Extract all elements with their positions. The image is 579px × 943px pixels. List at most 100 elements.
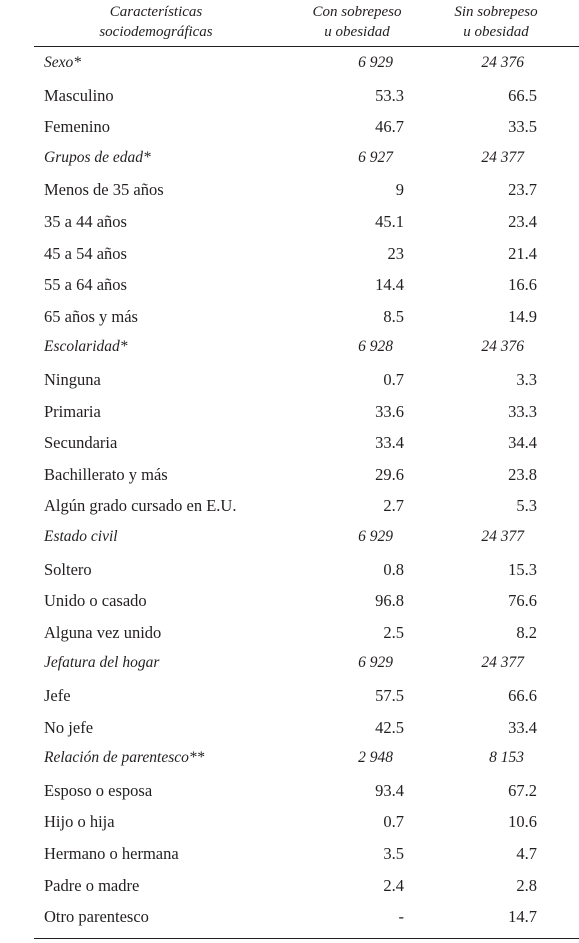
table-row: Soltero 0.8 15.3	[0, 555, 579, 587]
value-without-overweight: 23.7	[508, 180, 537, 200]
value-with-overweight: 96.8	[375, 591, 404, 611]
row-label: Masculino	[44, 85, 114, 105]
table-row: Unido o casado 96.8 76.6	[0, 586, 579, 618]
value-with-overweight: 8.5	[383, 306, 404, 326]
value-without-overweight: 21.4	[508, 243, 537, 263]
value-with-overweight: 42.5	[375, 717, 404, 737]
value-without-overweight: 10.6	[508, 812, 537, 832]
section-row: Relación de parentesco** 2 948 8 153	[0, 744, 579, 776]
table-row: Femenino 46.7 33.5	[0, 112, 579, 144]
value-with-overweight: 93.4	[375, 780, 404, 800]
row-label: Estado civil	[44, 528, 118, 545]
value-without-overweight: 3.3	[516, 370, 537, 389]
table-row: Menos de 35 años 9 23.7	[0, 175, 579, 207]
table-row: Padre o madre 2.4 2.8	[0, 871, 579, 903]
row-label: 35 a 44 años	[44, 212, 127, 231]
value-without-overweight: 33.3	[508, 401, 537, 421]
value-without-overweight: 76.6	[508, 591, 537, 611]
value-with-overweight: -	[398, 907, 405, 927]
header-characteristics: Características sociodemográficas	[99, 4, 213, 40]
value-without-overweight: 16.6	[508, 275, 537, 295]
value-without-overweight: 24 376	[481, 54, 524, 71]
value-without-overweight: 15.3	[508, 559, 537, 579]
row-label: Esposo o esposa	[44, 780, 153, 800]
table-row: 45 a 54 años 23 21.4	[0, 239, 579, 271]
row-label: Menos de 35 años	[44, 180, 164, 200]
value-with-overweight: 23	[387, 243, 405, 263]
table-row: Hermano o hermana 3.5 4.7	[0, 839, 579, 871]
row-label: Relación de parentesco**	[44, 749, 205, 767]
value-without-overweight: 23.8	[508, 464, 537, 484]
header-without-overweight: Sin sobrepeso u obesidad	[454, 4, 538, 40]
row-label: Hermano o hermana	[44, 844, 179, 863]
row-label: 55 a 64 años	[44, 275, 127, 295]
row-label: Soltero	[44, 559, 92, 579]
value-without-overweight: 33.4	[508, 717, 537, 737]
section-row: Sexo* 6 929 24 376	[0, 49, 579, 81]
row-label: Jefe	[44, 686, 71, 705]
table-row: Jefe 57.5 66.6	[0, 681, 579, 713]
value-without-overweight: 67.2	[508, 780, 537, 800]
table-header: Características sociodemográficas Con so…	[0, 0, 579, 46]
value-with-overweight: 33.6	[375, 401, 404, 421]
table-row: Alguna vez unido 2.5 8.2	[0, 618, 579, 650]
table-row: Primaria 33.6 33.3	[0, 397, 579, 429]
value-with-overweight: 6 928	[358, 338, 393, 356]
value-without-overweight: 66.6	[508, 686, 537, 705]
value-without-overweight: 34.4	[508, 433, 537, 453]
section-row: Estado civil 6 929 24 377	[0, 523, 579, 555]
row-label: Grupos de edad*	[44, 148, 151, 166]
value-with-overweight: 9	[395, 180, 404, 200]
value-with-overweight: 2 948	[358, 749, 393, 767]
table-row: 35 a 44 años 45.1 23.4	[0, 207, 579, 239]
table-row: Otro parentesco - 14.7	[0, 902, 579, 934]
value-without-overweight: 2.8	[516, 875, 537, 895]
row-label: Sexo*	[44, 54, 82, 71]
value-without-overweight: 4.7	[516, 844, 537, 863]
header-with-overweight: Con sobrepeso u obesidad	[312, 4, 402, 40]
value-without-overweight: 33.5	[508, 117, 537, 137]
value-with-overweight: 2.4	[383, 875, 404, 895]
table-row: Esposo o esposa 93.4 67.2	[0, 776, 579, 808]
row-label: Jefatura del hogar	[44, 654, 160, 672]
section-row: Jefatura del hogar 6 929 24 377	[0, 649, 579, 681]
value-with-overweight: 45.1	[375, 212, 404, 231]
table-row: 55 a 64 años 14.4 16.6	[0, 270, 579, 302]
table-row: Ninguna 0.7 3.3	[0, 365, 579, 397]
value-without-overweight: 23.4	[508, 212, 537, 231]
value-without-overweight: 66.5	[508, 85, 537, 105]
row-label: Otro parentesco	[44, 907, 149, 927]
row-label: Bachillerato y más	[44, 464, 168, 484]
table-row: Hijo o hija 0.7 10.6	[0, 807, 579, 839]
section-row: Escolaridad* 6 928 24 376	[0, 333, 579, 365]
row-label: Femenino	[44, 117, 110, 137]
row-label: Alguna vez unido	[44, 622, 162, 642]
table-row: 65 años y más 8.5 14.9	[0, 302, 579, 334]
value-with-overweight: 0.8	[383, 559, 404, 579]
value-with-overweight: 6 929	[358, 54, 393, 71]
value-with-overweight: 46.7	[375, 117, 404, 137]
row-label: 65 años y más	[44, 306, 138, 326]
value-with-overweight: 0.7	[383, 370, 404, 389]
row-label: Secundaria	[44, 433, 118, 453]
table-row: Bachillerato y más 29.6 23.8	[0, 460, 579, 492]
value-with-overweight: 6 927	[358, 148, 393, 166]
row-label: 45 a 54 años	[44, 243, 127, 263]
table-row: No jefe 42.5 33.4	[0, 713, 579, 745]
row-label: No jefe	[44, 717, 94, 737]
header-rule	[34, 46, 579, 48]
value-without-overweight: 24 376	[481, 338, 524, 356]
value-without-overweight: 14.9	[508, 306, 537, 326]
value-without-overweight: 24 377	[481, 528, 524, 545]
table-row: Algún grado cursado en E.U. 2.7 5.3	[0, 491, 579, 523]
row-label: Escolaridad*	[44, 338, 128, 356]
value-without-overweight: 8 153	[489, 749, 524, 767]
value-with-overweight: 6 929	[358, 654, 393, 672]
value-without-overweight: 8.2	[516, 622, 537, 642]
value-without-overweight: 14.7	[508, 907, 537, 927]
value-without-overweight: 5.3	[516, 496, 537, 516]
row-label: Padre o madre	[44, 875, 140, 895]
value-with-overweight: 29.6	[375, 464, 404, 484]
value-with-overweight: 6 929	[358, 528, 393, 545]
